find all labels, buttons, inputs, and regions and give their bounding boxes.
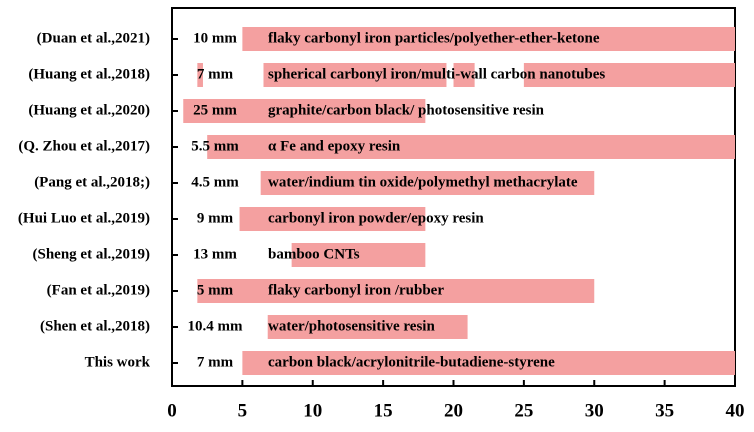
material-label: water/indium tin oxide/polymethyl methac… xyxy=(268,174,578,190)
material-label: bamboo CNTs xyxy=(268,246,360,262)
range-bar xyxy=(197,63,203,87)
x-tick-label: 15 xyxy=(374,400,393,421)
thickness-label: 10.4 mm xyxy=(188,318,243,334)
thickness-label: 4.5 mm xyxy=(191,174,239,190)
x-tick-label: 30 xyxy=(585,400,604,421)
material-label: flaky carbonyl iron /rubber xyxy=(268,282,444,298)
row-label: (Pang et al.,2018;) xyxy=(34,174,150,190)
material-label: spherical carbonyl iron/multi-wall carbo… xyxy=(268,66,605,82)
thickness-label: 13 mm xyxy=(193,246,237,262)
material-label: flaky carbonyl iron particles/polyether-… xyxy=(268,30,600,46)
row-label: (Duan et al.,2021) xyxy=(37,30,150,46)
x-tick-label: 0 xyxy=(167,400,177,421)
range-bar xyxy=(242,27,735,51)
thickness-label: 25 mm xyxy=(193,102,237,118)
material-label: carbonyl iron powder/epoxy resin xyxy=(268,210,484,226)
row-label: (Hui Luo et al.,2019) xyxy=(18,210,150,226)
range-bar xyxy=(263,63,447,87)
row-label: (Fan et al.,2019) xyxy=(47,282,150,298)
material-label: water/photosensitive resin xyxy=(268,318,435,334)
thickness-label: 5.5 mm xyxy=(191,138,239,154)
x-tick-label: 35 xyxy=(655,400,674,421)
row-label: (Huang et al.,2020) xyxy=(28,102,150,118)
thickness-label: 7 mm xyxy=(197,354,234,370)
x-tick-label: 40 xyxy=(726,400,745,421)
range-bar xyxy=(267,315,468,339)
range-bar xyxy=(239,207,426,231)
range-bar xyxy=(523,63,735,87)
material-label: α Fe and epoxy resin xyxy=(268,138,401,154)
range-bar xyxy=(291,243,426,267)
x-tick-label: 25 xyxy=(514,400,533,421)
thickness-label: 7 mm xyxy=(197,66,234,82)
row-label: (Shen et al.,2018) xyxy=(40,318,150,334)
range-bar xyxy=(207,135,735,159)
range-bar xyxy=(260,171,595,195)
thickness-label: 5 mm xyxy=(197,282,234,298)
x-tick-label: 5 xyxy=(238,400,248,421)
row-label: (Sheng et al.,2019) xyxy=(33,246,151,262)
range-bar xyxy=(453,63,475,87)
x-tick-label: 20 xyxy=(444,400,463,421)
range-bar xyxy=(197,279,595,303)
range-bar xyxy=(242,351,735,375)
row-label: (Huang et al.,2018) xyxy=(28,66,150,82)
x-tick-label: 10 xyxy=(303,400,322,421)
row-label: (Q. Zhou et al.,2017) xyxy=(18,138,150,154)
row-label: This work xyxy=(85,354,151,370)
material-label: graphite/carbon black/ photosensitive re… xyxy=(268,102,545,118)
thickness-label: 10 mm xyxy=(193,30,237,46)
thickness-label: 9 mm xyxy=(197,210,234,226)
material-label: carbon black/acrylonitrile-butadiene-sty… xyxy=(268,354,555,370)
range-bar xyxy=(183,99,426,123)
